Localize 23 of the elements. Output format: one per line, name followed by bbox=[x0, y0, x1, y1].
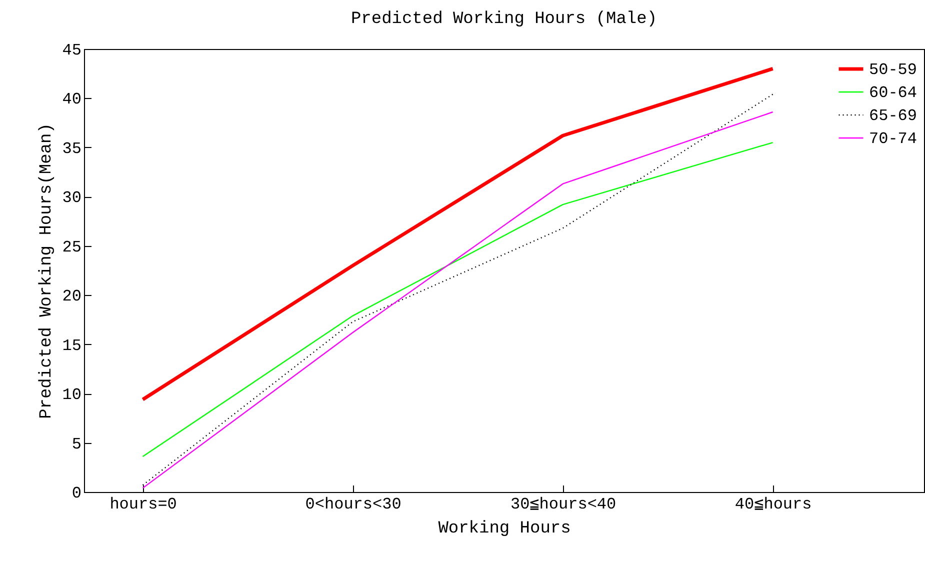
x-tick-label: 0<hours<30 bbox=[305, 496, 402, 514]
y-tick-label: 20 bbox=[62, 288, 82, 306]
legend-label: 65-69 bbox=[869, 107, 918, 125]
y-tick-label: 10 bbox=[62, 386, 82, 404]
legend-label: 70-74 bbox=[869, 130, 918, 148]
x-tick-label: hours=0 bbox=[110, 496, 177, 514]
y-tick-label: 45 bbox=[62, 42, 82, 60]
x-axis-title: Working Hours bbox=[438, 520, 571, 538]
y-tick-label: 5 bbox=[72, 435, 82, 454]
line-series bbox=[141, 66, 775, 402]
y-tick-label: 25 bbox=[62, 238, 82, 256]
x-tick-label: 30≦hours<40 bbox=[510, 496, 616, 514]
x-tick-label: 40≦hours bbox=[734, 496, 812, 514]
chart-title: Predicted Working Hours (Male) bbox=[350, 10, 658, 29]
y-tick-label: 40 bbox=[62, 90, 82, 109]
y-tick-label: 15 bbox=[62, 336, 82, 355]
y-tick-label: 30 bbox=[62, 189, 82, 208]
y-tick-label: 0 bbox=[72, 484, 82, 502]
y-tick-label: 35 bbox=[62, 140, 82, 158]
line-series bbox=[142, 142, 774, 458]
y-axis-title: Predicted Working Hours(Mean) bbox=[37, 123, 56, 419]
legend-label: 50-59 bbox=[869, 61, 918, 79]
legend-label: 60-64 bbox=[869, 84, 918, 102]
